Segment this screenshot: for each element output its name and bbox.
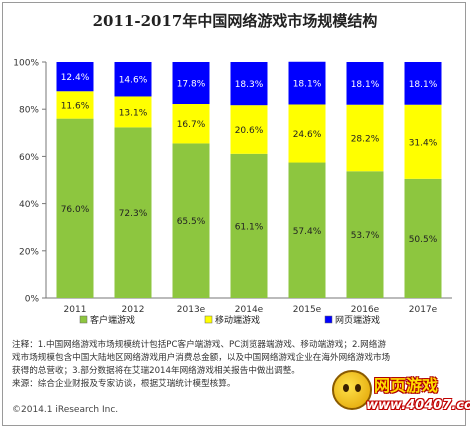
watermark-url: www.40407.com bbox=[366, 398, 470, 413]
bar-segment bbox=[230, 62, 268, 106]
x-tick-label: 2015e bbox=[293, 305, 322, 315]
data-label: 14.6% bbox=[119, 76, 148, 86]
bar-segment bbox=[404, 62, 442, 105]
legend-swatch bbox=[204, 315, 213, 324]
bar-segment bbox=[230, 153, 268, 298]
data-label: 57.4% bbox=[293, 227, 322, 237]
y-tick-label: 100% bbox=[13, 59, 39, 69]
data-label: 11.6% bbox=[61, 101, 90, 111]
data-label: 17.8% bbox=[177, 80, 206, 90]
data-label: 28.2% bbox=[351, 134, 380, 144]
data-label: 13.1% bbox=[119, 108, 148, 118]
bar-segment bbox=[346, 171, 384, 298]
y-tick-label: 40% bbox=[19, 200, 39, 210]
x-tick-label: 2012 bbox=[122, 305, 145, 315]
data-label: 50.5% bbox=[409, 235, 438, 245]
legend-swatch bbox=[79, 315, 88, 324]
data-label: 53.7% bbox=[351, 231, 380, 241]
x-tick-label: 2017e bbox=[409, 305, 438, 315]
data-label: 31.4% bbox=[409, 138, 438, 148]
chart-title: 2011-2017年中国网络游戏市场规模结构 bbox=[92, 12, 378, 30]
bar-segment bbox=[230, 105, 268, 154]
data-label: 24.6% bbox=[293, 130, 322, 140]
watermark-logo: 网页游戏 www.40407.com bbox=[332, 368, 470, 424]
data-label: 12.4% bbox=[61, 73, 90, 83]
data-label: 20.6% bbox=[235, 126, 264, 136]
bar-segment bbox=[172, 104, 210, 144]
data-label: 76.0% bbox=[61, 205, 90, 215]
note-line-2: 戏市场规模包含中国大陆地区网络游戏用户消费总金额，以及中国网络游戏企业在海外网络… bbox=[12, 353, 391, 363]
y-tick-label: 60% bbox=[19, 153, 39, 163]
bar-segment bbox=[404, 178, 442, 298]
note-line-1: 注释：1.中国网络游戏市场规模统计包括PC客户端游戏、PC浏览器端游戏、移动端游… bbox=[12, 340, 386, 350]
bar-segment bbox=[404, 104, 442, 179]
data-label: 18.1% bbox=[409, 80, 438, 90]
x-tick-label: 2011 bbox=[64, 305, 87, 315]
note-line-3: 获得的总营收；3.部分数据将在艾瑞2014年网络游戏相关报告中做出调整。 bbox=[12, 366, 300, 376]
y-tick-label: 80% bbox=[19, 106, 39, 116]
x-tick-label: 2013e bbox=[177, 305, 206, 315]
bar-segment bbox=[172, 143, 210, 298]
x-tick-label: 2016e bbox=[351, 305, 380, 315]
data-label: 65.5% bbox=[177, 217, 206, 227]
y-tick-label: 20% bbox=[19, 247, 39, 257]
bar-segment bbox=[114, 62, 152, 97]
note-source: 来源：综合企业财报及专家访谈，根据艾瑞统计模型核算。 bbox=[12, 379, 236, 389]
copyright: ©2014.1 iResearch Inc. bbox=[12, 405, 119, 415]
bar-segment bbox=[114, 96, 152, 128]
bar-segment bbox=[56, 62, 94, 92]
mascot-icon bbox=[332, 370, 372, 410]
legend-label: 移动端游戏 bbox=[215, 314, 260, 326]
data-label: 72.3% bbox=[119, 209, 148, 219]
bar-segment bbox=[172, 62, 210, 105]
watermark-title: 网页游戏 bbox=[374, 376, 439, 395]
bar-segment bbox=[288, 61, 326, 105]
bar-segment bbox=[56, 91, 94, 119]
data-label: 18.3% bbox=[235, 80, 264, 90]
data-label: 18.1% bbox=[293, 80, 322, 90]
data-label: 61.1% bbox=[235, 222, 264, 232]
data-label: 18.1% bbox=[351, 80, 380, 90]
bar-segment bbox=[288, 162, 326, 298]
legend-label: 网页端游戏 bbox=[335, 314, 380, 326]
bar-segment bbox=[114, 127, 152, 298]
legend-swatch bbox=[324, 315, 333, 324]
data-label: 16.7% bbox=[177, 120, 206, 130]
x-tick-label: 2014e bbox=[235, 305, 264, 315]
y-tick-label: 0% bbox=[25, 295, 40, 305]
bar-segment bbox=[56, 118, 94, 298]
bar-segment bbox=[346, 104, 384, 172]
bar-segment bbox=[346, 62, 384, 105]
bar-segment bbox=[288, 104, 326, 163]
legend-label: 客户端游戏 bbox=[90, 314, 135, 326]
stacked-bar-chart: 0% 20% 40% 60% 80% 100% 76.0% 11.6% 12.4% 2011 72.… bbox=[13, 59, 452, 326]
